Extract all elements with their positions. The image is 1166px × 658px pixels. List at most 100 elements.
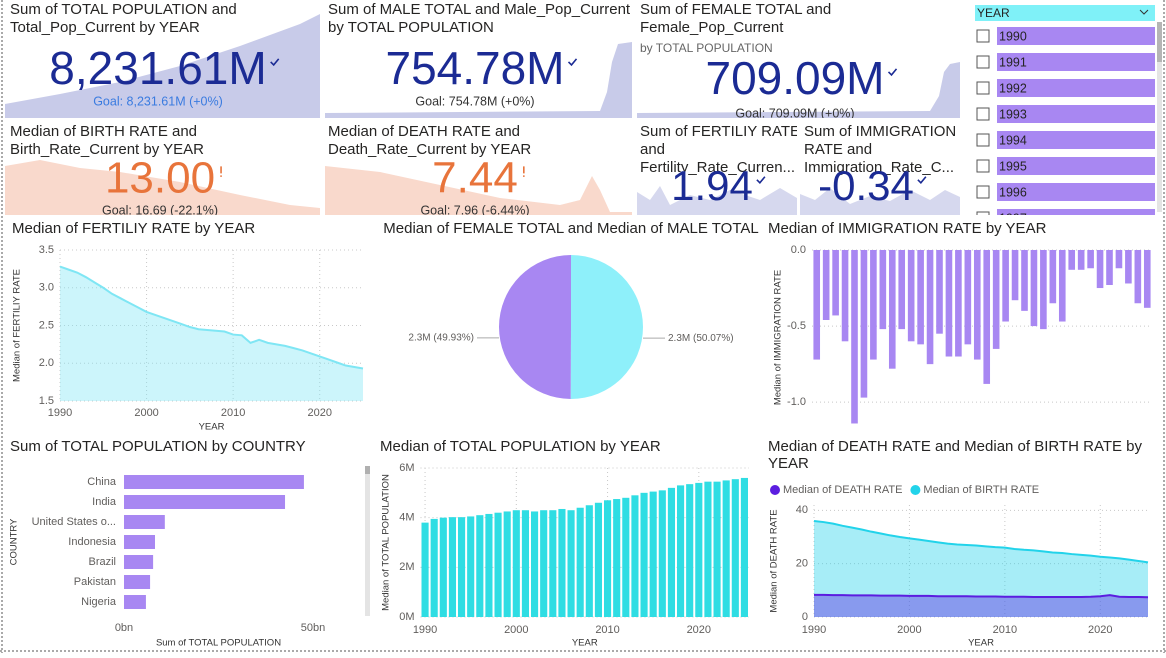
checkbox[interactable] [976,29,990,43]
bar [622,497,630,617]
checkbox[interactable] [976,81,990,95]
y-tick-label: India [92,496,117,508]
kpi-card: Sum of MALE TOTAL and Male_Pop_Currentby… [325,1,632,118]
status-icon [567,58,578,67]
slicer-item[interactable] [997,27,1155,45]
bar [1002,250,1009,322]
y-tick-label: 3.5 [39,244,54,256]
bar [458,517,466,617]
bar [494,512,502,617]
bar [124,475,304,489]
slicer-item[interactable] [997,53,1155,71]
legend-label: Median of BIRTH RATE [923,484,1039,496]
bar [613,499,621,617]
checkbox[interactable] [976,133,990,147]
y-axis-title: Median of DEATH RATE [769,509,780,612]
checkbox[interactable] [976,159,990,173]
x-tick-label: 2020 [687,624,711,636]
y-axis-title: Median of FERTILIY RATE [12,269,23,382]
data-label: 2.3M (50.07%) [668,333,734,344]
bar [926,250,934,365]
kpi-card: Median of BIRTH RATE andBirth_Rate_Curre… [5,123,320,217]
x-tick-label: 2020 [307,407,331,419]
bar [503,511,511,617]
status-icon [887,68,898,77]
y-axis-title: Median of TOTAL POPULATION [381,474,392,611]
y-tick-label: 4M [399,512,414,524]
y-tick-label: 6M [399,462,414,474]
slicer-item[interactable] [997,79,1155,97]
bar [640,492,648,617]
scrollbar-thumb[interactable] [1157,22,1162,62]
bar [658,490,666,617]
bar [485,513,493,617]
slicer-item[interactable] [997,209,1155,227]
bar [832,250,839,316]
slicer-item-label: 1997 [999,211,1027,225]
bar [955,250,962,357]
kpi-value: 13.00 [105,154,215,203]
x-axis-title: YEAR [968,638,994,649]
slicer-item[interactable] [997,157,1155,175]
checkbox[interactable] [976,211,990,224]
bar [686,484,694,617]
bar [1030,250,1038,327]
bar [540,510,548,617]
bar [677,485,685,617]
kpi-title: Sum of TOTAL POPULATION and [10,1,237,18]
x-tick-label: 50bn [301,622,325,634]
checkbox[interactable] [976,55,990,69]
bar [467,516,475,617]
bar [822,250,830,320]
bar [549,510,557,617]
scrollbar-thumb[interactable] [365,466,370,474]
bar [567,510,575,617]
slicer-title: YEAR [977,6,1010,20]
dropdown-chevron[interactable] [1139,9,1149,15]
kpi-title: Sum of FEMALE TOTAL and [640,1,831,18]
kpi-goal: Goal: 16.69 (-22.1%) [102,203,218,217]
x-tick-label: 1990 [413,624,437,636]
bar [722,480,730,617]
bar [521,510,529,617]
x-tick-label: 1990 [802,624,826,636]
bar [448,517,456,617]
bar [439,517,447,617]
bar [704,481,712,617]
y-tick-label: 0.0 [791,244,806,256]
area-fill [60,266,363,401]
slicer-item-label: 1990 [999,29,1027,43]
kpi-title: Sum of FERTILIY RATE [640,123,800,140]
bar [1068,250,1076,270]
kpi-title: Median of BIRTH RATE and [10,123,197,140]
slicer-item-label: 1993 [999,107,1027,121]
checkbox[interactable] [976,107,990,121]
bar [1143,250,1151,308]
y-tick-label: Indonesia [68,536,117,548]
bar [879,250,887,330]
checkbox[interactable] [976,185,990,199]
bar [1106,250,1113,285]
chart-title: Sum of TOTAL POPULATION by COUNTRY [10,438,306,455]
kpi-title: Fertility_Rate_Curren... [640,159,795,176]
kpi-title: and [640,141,665,158]
slicer-item[interactable] [997,105,1155,123]
slicer-item[interactable] [997,131,1155,149]
slicer-header[interactable] [975,5,1155,21]
bar [860,250,868,398]
bar [421,522,429,617]
bar [973,250,981,360]
bar [1040,250,1047,330]
kpi-title: Sum of IMMIGRATION [804,123,956,140]
x-tick-label: 2000 [897,624,921,636]
sparkline-area [5,160,320,215]
bar [512,510,520,617]
kpi-goal: Goal: -0.34 (+0%) [816,213,915,227]
y-tick-label: 2M [399,561,414,573]
bar [695,482,703,617]
slicer-item[interactable] [997,183,1155,201]
kpi-value: 709.09M [705,52,884,104]
